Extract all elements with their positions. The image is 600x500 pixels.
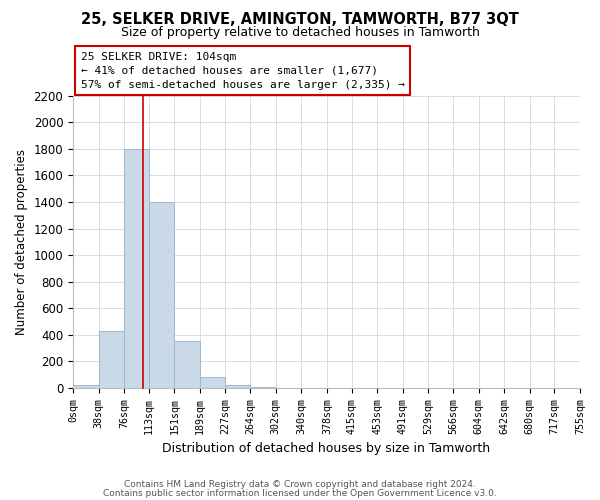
Bar	[175, 342, 200, 388]
Text: Contains public sector information licensed under the Open Government Licence v3: Contains public sector information licen…	[103, 488, 497, 498]
Bar	[149, 202, 175, 388]
Text: 25, SELKER DRIVE, AMINGTON, TAMWORTH, B77 3QT: 25, SELKER DRIVE, AMINGTON, TAMWORTH, B7…	[81, 12, 519, 28]
Text: 25 SELKER DRIVE: 104sqm
← 41% of detached houses are smaller (1,677)
57% of semi: 25 SELKER DRIVE: 104sqm ← 41% of detache…	[80, 52, 404, 90]
Bar	[73, 386, 98, 388]
X-axis label: Distribution of detached houses by size in Tamworth: Distribution of detached houses by size …	[163, 442, 491, 455]
Bar	[124, 149, 149, 388]
Y-axis label: Number of detached properties: Number of detached properties	[15, 149, 28, 335]
Bar	[98, 331, 124, 388]
Bar	[226, 386, 250, 388]
Text: Size of property relative to detached houses in Tamworth: Size of property relative to detached ho…	[121, 26, 479, 39]
Bar	[200, 378, 226, 388]
Text: Contains HM Land Registry data © Crown copyright and database right 2024.: Contains HM Land Registry data © Crown c…	[124, 480, 476, 489]
